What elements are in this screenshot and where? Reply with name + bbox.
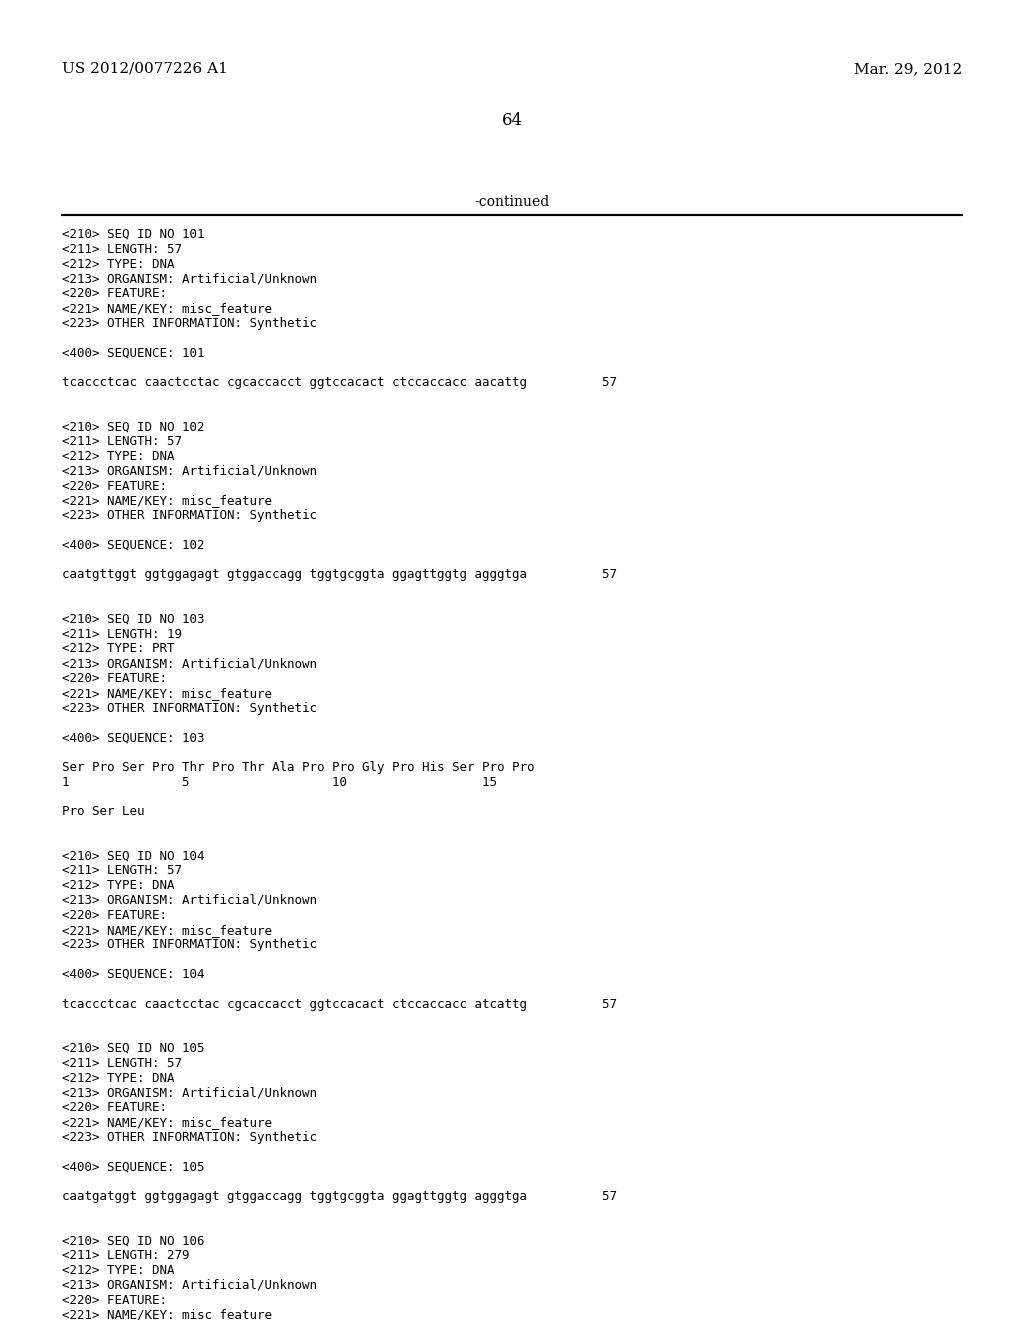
Text: <211> LENGTH: 19: <211> LENGTH: 19 [62, 627, 182, 640]
Text: Ser Pro Ser Pro Thr Pro Thr Ala Pro Pro Gly Pro His Ser Pro Pro: Ser Pro Ser Pro Thr Pro Thr Ala Pro Pro … [62, 760, 535, 774]
Text: <210> SEQ ID NO 104: <210> SEQ ID NO 104 [62, 850, 205, 862]
Text: <210> SEQ ID NO 106: <210> SEQ ID NO 106 [62, 1234, 205, 1247]
Text: Pro Ser Leu: Pro Ser Leu [62, 805, 144, 818]
Text: tcaccctcac caactcctac cgcaccacct ggtccacact ctccaccacc atcattg          57: tcaccctcac caactcctac cgcaccacct ggtccac… [62, 998, 617, 1011]
Text: <212> TYPE: DNA: <212> TYPE: DNA [62, 1265, 174, 1276]
Text: <400> SEQUENCE: 104: <400> SEQUENCE: 104 [62, 968, 205, 981]
Text: <221> NAME/KEY: misc_feature: <221> NAME/KEY: misc_feature [62, 495, 272, 507]
Text: <210> SEQ ID NO 102: <210> SEQ ID NO 102 [62, 420, 205, 433]
Text: <223> OTHER INFORMATION: Synthetic: <223> OTHER INFORMATION: Synthetic [62, 510, 317, 523]
Text: <223> OTHER INFORMATION: Synthetic: <223> OTHER INFORMATION: Synthetic [62, 317, 317, 330]
Text: <213> ORGANISM: Artificial/Unknown: <213> ORGANISM: Artificial/Unknown [62, 1086, 317, 1100]
Text: <221> NAME/KEY: misc_feature: <221> NAME/KEY: misc_feature [62, 1308, 272, 1320]
Text: <212> TYPE: DNA: <212> TYPE: DNA [62, 1072, 174, 1085]
Text: <400> SEQUENCE: 105: <400> SEQUENCE: 105 [62, 1160, 205, 1173]
Text: <210> SEQ ID NO 101: <210> SEQ ID NO 101 [62, 228, 205, 242]
Text: <220> FEATURE:: <220> FEATURE: [62, 908, 167, 921]
Text: <213> ORGANISM: Artificial/Unknown: <213> ORGANISM: Artificial/Unknown [62, 465, 317, 478]
Text: <210> SEQ ID NO 105: <210> SEQ ID NO 105 [62, 1041, 205, 1055]
Text: <213> ORGANISM: Artificial/Unknown: <213> ORGANISM: Artificial/Unknown [62, 894, 317, 907]
Text: <400> SEQUENCE: 102: <400> SEQUENCE: 102 [62, 539, 205, 552]
Text: 64: 64 [502, 112, 522, 129]
Text: caatgttggt ggtggagagt gtggaccagg tggtgcggta ggagttggtg agggtga          57: caatgttggt ggtggagagt gtggaccagg tggtgcg… [62, 569, 617, 581]
Text: <211> LENGTH: 57: <211> LENGTH: 57 [62, 243, 182, 256]
Text: <221> NAME/KEY: misc_feature: <221> NAME/KEY: misc_feature [62, 302, 272, 315]
Text: US 2012/0077226 A1: US 2012/0077226 A1 [62, 62, 228, 77]
Text: <211> LENGTH: 57: <211> LENGTH: 57 [62, 865, 182, 878]
Text: <221> NAME/KEY: misc_feature: <221> NAME/KEY: misc_feature [62, 924, 272, 937]
Text: <221> NAME/KEY: misc_feature: <221> NAME/KEY: misc_feature [62, 1115, 272, 1129]
Text: <220> FEATURE:: <220> FEATURE: [62, 1294, 167, 1307]
Text: <221> NAME/KEY: misc_feature: <221> NAME/KEY: misc_feature [62, 686, 272, 700]
Text: <212> TYPE: DNA: <212> TYPE: DNA [62, 257, 174, 271]
Text: 1               5                   10                  15: 1 5 10 15 [62, 776, 497, 788]
Text: <212> TYPE: DNA: <212> TYPE: DNA [62, 450, 174, 463]
Text: <210> SEQ ID NO 103: <210> SEQ ID NO 103 [62, 612, 205, 626]
Text: <220> FEATURE:: <220> FEATURE: [62, 479, 167, 492]
Text: <211> LENGTH: 279: <211> LENGTH: 279 [62, 1249, 189, 1262]
Text: <223> OTHER INFORMATION: Synthetic: <223> OTHER INFORMATION: Synthetic [62, 939, 317, 952]
Text: <220> FEATURE:: <220> FEATURE: [62, 672, 167, 685]
Text: -continued: -continued [474, 195, 550, 209]
Text: <220> FEATURE:: <220> FEATURE: [62, 1101, 167, 1114]
Text: <400> SEQUENCE: 101: <400> SEQUENCE: 101 [62, 346, 205, 359]
Text: <213> ORGANISM: Artificial/Unknown: <213> ORGANISM: Artificial/Unknown [62, 272, 317, 285]
Text: <400> SEQUENCE: 103: <400> SEQUENCE: 103 [62, 731, 205, 744]
Text: caatgatggt ggtggagagt gtggaccagg tggtgcggta ggagttggtg agggtga          57: caatgatggt ggtggagagt gtggaccagg tggtgcg… [62, 1191, 617, 1203]
Text: <211> LENGTH: 57: <211> LENGTH: 57 [62, 436, 182, 449]
Text: <212> TYPE: PRT: <212> TYPE: PRT [62, 643, 174, 656]
Text: <212> TYPE: DNA: <212> TYPE: DNA [62, 879, 174, 892]
Text: <213> ORGANISM: Artificial/Unknown: <213> ORGANISM: Artificial/Unknown [62, 1279, 317, 1292]
Text: <220> FEATURE:: <220> FEATURE: [62, 288, 167, 300]
Text: <223> OTHER INFORMATION: Synthetic: <223> OTHER INFORMATION: Synthetic [62, 702, 317, 714]
Text: <223> OTHER INFORMATION: Synthetic: <223> OTHER INFORMATION: Synthetic [62, 1131, 317, 1144]
Text: <211> LENGTH: 57: <211> LENGTH: 57 [62, 1057, 182, 1069]
Text: tcaccctcac caactcctac cgcaccacct ggtccacact ctccaccacc aacattg          57: tcaccctcac caactcctac cgcaccacct ggtccac… [62, 376, 617, 389]
Text: Mar. 29, 2012: Mar. 29, 2012 [854, 62, 962, 77]
Text: <213> ORGANISM: Artificial/Unknown: <213> ORGANISM: Artificial/Unknown [62, 657, 317, 671]
